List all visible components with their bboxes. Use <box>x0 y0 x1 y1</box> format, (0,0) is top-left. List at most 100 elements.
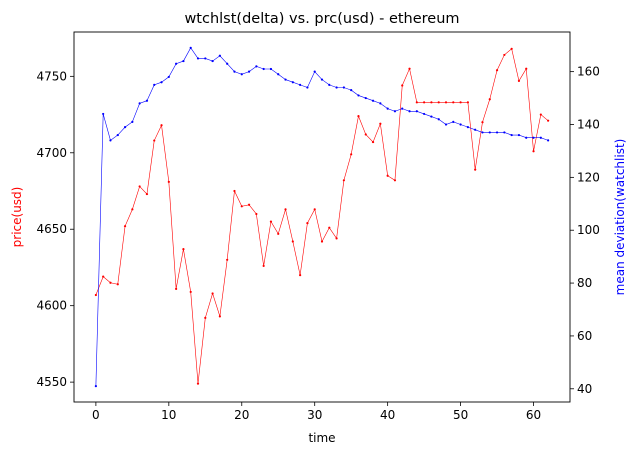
data-point <box>204 57 207 60</box>
data-point <box>226 258 229 261</box>
data-point <box>299 273 302 277</box>
data-point <box>109 139 112 142</box>
right-y-tick-label: 100 <box>577 223 600 237</box>
data-point <box>204 316 207 320</box>
x-tick-label: 0 <box>92 408 100 422</box>
data-point <box>386 107 389 110</box>
data-point <box>357 94 360 97</box>
data-point <box>175 62 178 65</box>
data-point <box>218 54 221 57</box>
left-y-axis-ticks: 4550 4600 4650 4700 4750 <box>36 69 74 389</box>
data-point <box>269 67 273 71</box>
data-point <box>145 99 149 102</box>
data-point <box>102 275 105 278</box>
data-point <box>196 57 200 60</box>
data-point <box>401 107 404 110</box>
x-tick-label: 50 <box>453 408 468 422</box>
data-point <box>444 101 448 104</box>
left-y-tick-label: 4550 <box>36 375 67 389</box>
data-point <box>503 53 506 57</box>
data-point <box>444 123 448 126</box>
data-point <box>517 79 521 83</box>
data-point <box>423 101 426 104</box>
right-y-tick-label: 160 <box>577 65 600 79</box>
left-y-tick-label: 4750 <box>36 69 67 83</box>
data-point <box>466 101 469 104</box>
data-point <box>94 293 97 297</box>
data-point <box>437 101 440 104</box>
chart-title: wtchlst(delta) vs. prc(usd) - ethereum <box>184 11 459 27</box>
data-point <box>481 131 484 134</box>
data-point <box>547 119 550 122</box>
data-point <box>167 75 170 79</box>
data-point <box>466 126 469 129</box>
data-point <box>379 122 382 125</box>
data-point <box>306 86 309 89</box>
data-point <box>153 83 156 86</box>
data-point <box>503 131 506 134</box>
data-point <box>218 315 221 318</box>
data-point <box>474 128 477 131</box>
data-point <box>532 136 535 139</box>
price-series <box>94 47 550 385</box>
data-point <box>437 118 440 121</box>
data-point <box>539 136 542 139</box>
plot-area <box>74 32 570 402</box>
data-point <box>240 73 243 76</box>
data-point <box>430 101 433 104</box>
data-point <box>430 115 433 118</box>
data-point <box>123 126 127 129</box>
x-axis-label: time <box>308 431 335 445</box>
data-point <box>269 220 273 223</box>
data-point <box>145 192 149 196</box>
data-point <box>320 78 324 81</box>
data-point <box>262 67 265 71</box>
x-axis-ticks: 0 10 20 30 40 50 60 <box>92 402 541 422</box>
data-point <box>335 86 338 89</box>
right-y-tick-label: 80 <box>577 276 592 290</box>
data-point <box>452 120 455 123</box>
data-point <box>393 179 397 182</box>
data-point <box>277 232 280 235</box>
data-point <box>364 96 367 100</box>
data-point <box>131 120 134 123</box>
right-y-tick-label: 40 <box>577 382 592 396</box>
data-point <box>481 121 484 124</box>
data-point <box>393 110 397 113</box>
data-point <box>94 385 97 388</box>
data-point <box>328 83 331 86</box>
data-point <box>102 112 105 116</box>
data-point <box>415 101 418 104</box>
x-tick-label: 10 <box>161 408 176 422</box>
data-point <box>335 237 338 240</box>
left-y-axis-label: price(usd) <box>10 187 24 248</box>
data-point <box>452 101 455 104</box>
data-point <box>175 287 178 290</box>
data-point <box>371 99 375 102</box>
data-point <box>284 208 287 211</box>
data-point <box>189 46 192 49</box>
data-point <box>233 70 236 73</box>
data-point <box>379 102 382 105</box>
data-point <box>255 212 258 216</box>
data-point <box>211 292 214 295</box>
data-point <box>525 136 528 139</box>
data-point <box>138 185 141 188</box>
data-point <box>131 208 134 211</box>
data-point <box>386 174 389 177</box>
data-point <box>350 153 353 156</box>
data-point <box>342 86 345 89</box>
data-point <box>116 133 119 137</box>
right-y-tick-label: 60 <box>577 329 592 343</box>
data-point <box>189 290 192 294</box>
data-point <box>226 62 229 65</box>
data-point <box>408 110 411 113</box>
data-point <box>328 226 331 229</box>
data-point <box>233 189 236 193</box>
right-y-tick-label: 120 <box>577 170 600 184</box>
data-point <box>539 113 542 116</box>
data-point <box>517 133 521 137</box>
data-point <box>510 47 513 50</box>
data-point <box>415 110 418 113</box>
